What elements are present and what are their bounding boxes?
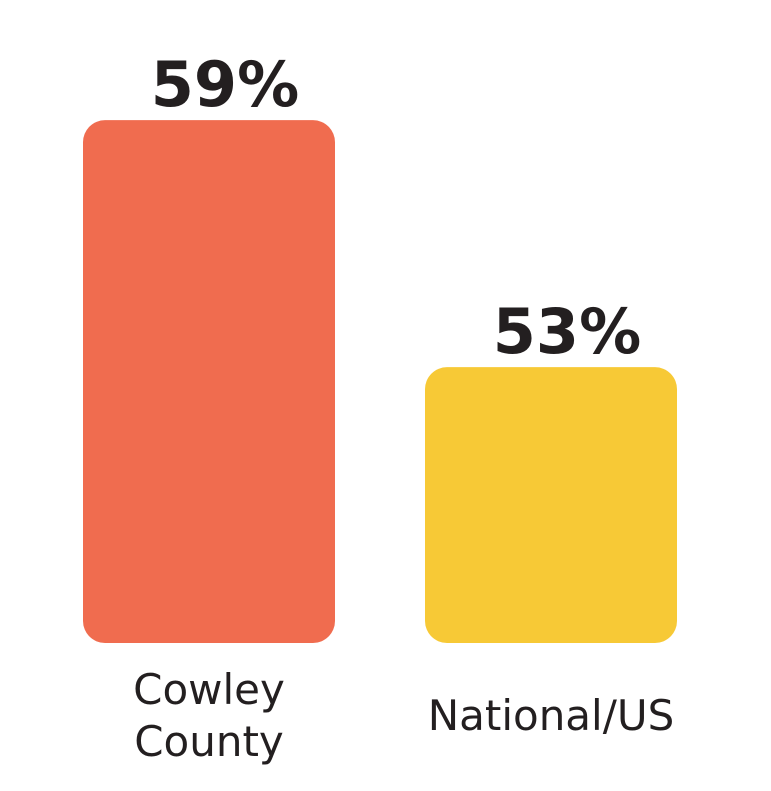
category-label: Cowley County — [133, 665, 285, 766]
value-label: 53% — [493, 295, 641, 368]
bar — [425, 367, 677, 643]
value-label: 59% — [151, 48, 299, 121]
bar — [83, 120, 335, 643]
category-label: National/US — [427, 691, 675, 740]
